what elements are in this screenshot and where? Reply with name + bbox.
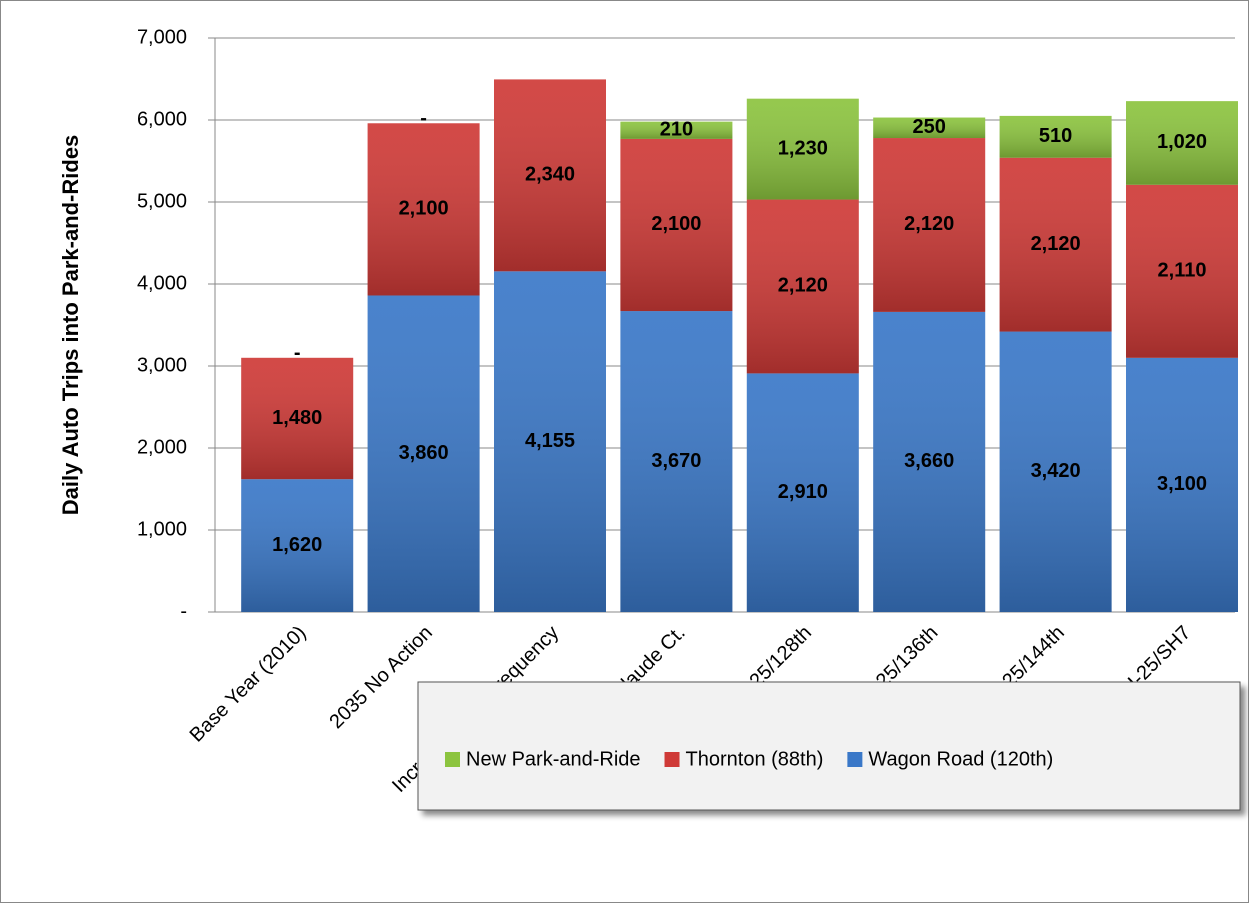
- value-label: 2,120: [904, 213, 954, 235]
- bar-segment-group: 1,480: [241, 357, 354, 480]
- value-label: 2,910: [778, 481, 828, 503]
- value-label: 2,120: [1031, 233, 1081, 255]
- value-label: 3,420: [1031, 460, 1081, 482]
- bar-segment-group: 2,120: [746, 199, 859, 374]
- bar-segment-group: 3,660: [873, 311, 986, 612]
- bar-shade: [241, 357, 354, 480]
- bar-segment-group: 3,670: [620, 311, 733, 612]
- value-label: -: [420, 108, 427, 130]
- bar-shade: [746, 98, 859, 200]
- legend-swatch: [445, 752, 460, 767]
- bar-segment-group: 2,120: [873, 138, 986, 312]
- bar-shade: [999, 115, 1112, 158]
- bar-segment-group: 2,110: [1126, 184, 1238, 358]
- bar-segment-group: 2,100: [367, 123, 480, 296]
- y-tick-label: 4,000: [137, 272, 187, 294]
- bar-segment-group: 510: [999, 115, 1112, 158]
- value-label: 510: [1039, 125, 1072, 147]
- bar-shade: [873, 117, 986, 139]
- bar-segment-group: 3,100: [1126, 357, 1238, 612]
- bar-shade: [494, 79, 606, 272]
- legend-box: [417, 681, 1241, 811]
- bar-shade: [241, 479, 354, 612]
- bar-segment-group: 250: [873, 116, 986, 139]
- value-label: -: [294, 342, 301, 364]
- value-label: 1,620: [272, 534, 322, 556]
- bar-segment-group: 1,020: [1126, 101, 1238, 185]
- value-label: 3,670: [651, 450, 701, 472]
- bar-shade: [367, 123, 480, 296]
- bar-shade: [873, 138, 986, 312]
- bar-shade: [620, 138, 733, 312]
- bar-segment-group: -: [294, 342, 301, 364]
- value-label: 3,860: [399, 442, 449, 464]
- bar-segment-group: 2,910: [746, 373, 859, 612]
- value-label: 250: [913, 116, 946, 138]
- bar-shade: [746, 373, 859, 612]
- y-tick-label: 1,000: [137, 518, 187, 540]
- bar-shade: [1126, 101, 1238, 185]
- bar-segment-group: 210: [620, 119, 733, 141]
- value-label: 1,020: [1157, 131, 1207, 153]
- y-tick-label: 2,000: [137, 436, 187, 458]
- legend-swatch: [847, 752, 863, 767]
- bar-shade: [367, 295, 480, 612]
- bar-segment-group: -: [420, 108, 427, 130]
- bar-shade: [620, 311, 733, 612]
- value-label: 1,230: [778, 137, 828, 159]
- bar-shade: [746, 199, 859, 374]
- y-tick-label: 3,000: [137, 354, 187, 376]
- bar-shade: [1126, 184, 1238, 358]
- value-label: 2,120: [778, 275, 828, 297]
- value-label: 2,100: [399, 198, 449, 220]
- value-label: 3,660: [904, 450, 954, 472]
- y-tick-label: -: [180, 600, 187, 622]
- bar-segment-group: 2,100: [620, 138, 733, 312]
- value-label: 2,110: [1158, 260, 1207, 282]
- legend-label: Wagon Road (120th): [868, 748, 1053, 770]
- bar-segment-group: 1,230: [746, 98, 859, 200]
- bar-segment-group: 1,620: [241, 479, 354, 612]
- bar-shade: [873, 311, 986, 612]
- value-label: 2,340: [525, 164, 575, 186]
- bar-segment-group: 3,420: [999, 331, 1112, 612]
- value-label: 2,100: [651, 213, 701, 235]
- legend-label: New Park-and-Ride: [466, 748, 641, 770]
- bar-shade: [1126, 357, 1238, 612]
- bar-shade: [620, 121, 733, 139]
- y-tick-label: 6,000: [137, 108, 187, 130]
- legend-label: Thornton (88th): [686, 748, 824, 770]
- value-label: 4,155: [525, 430, 575, 452]
- bar-segment-group: 2,120: [999, 157, 1112, 332]
- value-label: 3,100: [1157, 473, 1207, 495]
- y-tick-label: 5,000: [137, 190, 187, 212]
- legend: New Park-and-Ride Thornton (88th) Wagon Ro…: [417, 681, 1241, 811]
- bar-segment-group: 4,155: [494, 271, 606, 612]
- y-axis-title: Daily Auto Trips into Park-and-Rides: [58, 135, 83, 516]
- value-label: 1,480: [272, 407, 322, 429]
- bar-shade: [494, 271, 606, 612]
- bar-segment-group: 2,340: [494, 79, 606, 272]
- y-tick-label: 7,000: [137, 26, 187, 48]
- bar-shade: [999, 157, 1112, 332]
- bar-shade: [999, 331, 1112, 612]
- value-label: 210: [660, 119, 693, 141]
- bar-segment-group: 3,860: [367, 295, 480, 612]
- legend-swatch: [664, 752, 680, 767]
